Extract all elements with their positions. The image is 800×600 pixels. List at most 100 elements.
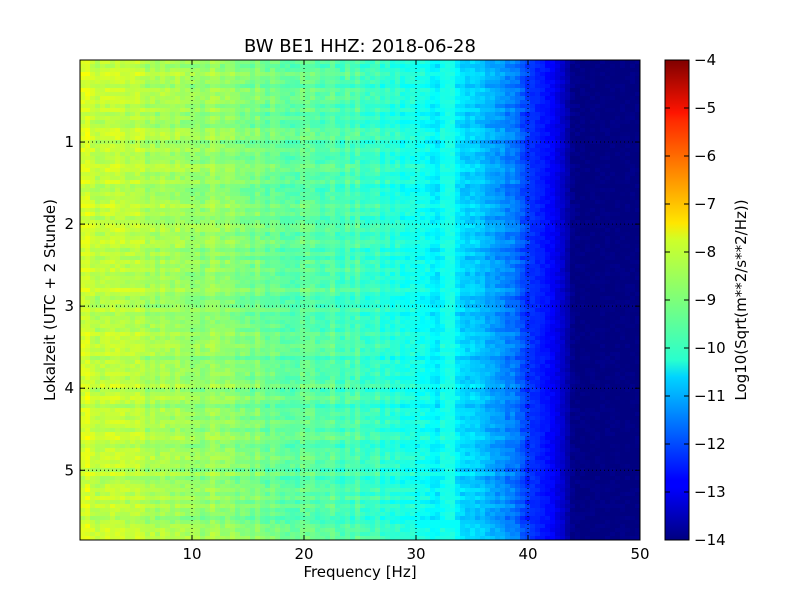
heatmap-cell bbox=[520, 176, 526, 181]
heatmap-cell bbox=[440, 132, 446, 137]
heatmap-cell bbox=[255, 168, 261, 173]
heatmap-cell bbox=[570, 108, 576, 113]
heatmap-cell bbox=[565, 144, 571, 149]
heatmap-cell bbox=[285, 156, 291, 161]
heatmap-cell bbox=[300, 88, 306, 93]
heatmap-cell bbox=[565, 200, 571, 205]
heatmap-cell bbox=[245, 88, 251, 93]
heatmap-cell bbox=[615, 60, 621, 65]
heatmap-cell bbox=[80, 164, 86, 169]
heatmap-cell bbox=[315, 164, 321, 169]
heatmap-cell bbox=[335, 212, 341, 217]
heatmap-cell bbox=[605, 136, 611, 141]
heatmap-cell bbox=[445, 108, 451, 113]
heatmap-cell bbox=[295, 132, 301, 137]
heatmap-cell bbox=[365, 100, 371, 105]
heatmap-cell bbox=[270, 136, 276, 141]
heatmap-cell bbox=[475, 108, 481, 113]
heatmap-cell bbox=[445, 112, 451, 117]
heatmap-cell bbox=[260, 132, 266, 137]
heatmap-cell bbox=[525, 84, 531, 89]
heatmap-cell bbox=[435, 120, 441, 125]
heatmap-cell bbox=[145, 168, 151, 173]
heatmap-cell bbox=[480, 132, 486, 137]
heatmap-cell bbox=[370, 88, 376, 93]
heatmap-cell bbox=[410, 164, 416, 169]
heatmap-cell bbox=[380, 120, 386, 125]
heatmap-cell bbox=[185, 100, 191, 105]
heatmap-cell bbox=[195, 236, 201, 241]
heatmap-cell bbox=[195, 144, 201, 149]
heatmap-cell bbox=[350, 84, 356, 89]
heatmap-cell bbox=[310, 100, 316, 105]
heatmap-cell bbox=[145, 128, 151, 133]
heatmap-cell bbox=[435, 224, 441, 229]
heatmap-cell bbox=[280, 128, 286, 133]
heatmap-cell bbox=[220, 76, 226, 81]
heatmap-cell bbox=[125, 72, 131, 77]
heatmap-cell bbox=[630, 100, 636, 105]
heatmap-cell bbox=[535, 60, 541, 65]
heatmap-cell bbox=[430, 156, 436, 161]
heatmap-cell bbox=[610, 72, 616, 77]
heatmap-cell bbox=[625, 120, 631, 125]
heatmap-cell bbox=[180, 176, 186, 181]
heatmap-cell bbox=[260, 68, 266, 73]
heatmap-cell bbox=[605, 132, 611, 137]
heatmap-cell bbox=[410, 92, 416, 97]
heatmap-cell bbox=[285, 196, 291, 201]
heatmap-cell bbox=[565, 212, 571, 217]
heatmap-cell bbox=[215, 184, 221, 189]
heatmap-cell bbox=[615, 172, 621, 177]
heatmap-cell bbox=[215, 80, 221, 85]
heatmap-cell bbox=[310, 124, 316, 129]
heatmap-cell bbox=[105, 168, 111, 173]
heatmap-cell bbox=[405, 72, 411, 77]
heatmap-cell bbox=[305, 80, 311, 85]
heatmap-cell bbox=[345, 156, 351, 161]
heatmap-cell bbox=[605, 60, 611, 65]
heatmap-cell bbox=[95, 76, 101, 81]
heatmap-cell bbox=[200, 96, 206, 101]
heatmap-cell bbox=[395, 120, 401, 125]
heatmap-cell bbox=[475, 228, 481, 233]
heatmap-cell bbox=[230, 228, 236, 233]
heatmap-cell bbox=[555, 128, 561, 133]
heatmap-cell bbox=[480, 100, 486, 105]
heatmap-cell bbox=[490, 84, 496, 89]
heatmap-cell bbox=[325, 100, 331, 105]
heatmap-cell bbox=[105, 120, 111, 125]
heatmap-cell bbox=[465, 100, 471, 105]
heatmap-cell bbox=[355, 104, 361, 109]
heatmap-cell bbox=[455, 232, 461, 237]
heatmap-cell bbox=[460, 228, 466, 233]
heatmap-cell bbox=[590, 120, 596, 125]
heatmap-cell bbox=[400, 196, 406, 201]
heatmap-cell bbox=[240, 140, 246, 145]
heatmap-cell bbox=[465, 160, 471, 165]
heatmap-cell bbox=[90, 180, 96, 185]
heatmap-cell bbox=[275, 152, 281, 157]
heatmap-cell bbox=[465, 132, 471, 137]
heatmap-cell bbox=[100, 224, 106, 229]
heatmap-cell bbox=[410, 88, 416, 93]
heatmap-cell bbox=[585, 136, 591, 141]
heatmap-cell bbox=[570, 88, 576, 93]
heatmap-cell bbox=[135, 72, 141, 77]
heatmap-cell bbox=[285, 164, 291, 169]
heatmap-cell bbox=[555, 164, 561, 169]
heatmap-cell bbox=[515, 156, 521, 161]
heatmap-cell bbox=[140, 124, 146, 129]
heatmap-cell bbox=[370, 160, 376, 165]
heatmap-cell bbox=[435, 88, 441, 93]
heatmap-cell bbox=[325, 116, 331, 121]
heatmap-cell bbox=[100, 80, 106, 85]
heatmap-cell bbox=[170, 172, 176, 177]
heatmap-cell bbox=[575, 172, 581, 177]
heatmap-cell bbox=[310, 224, 316, 229]
heatmap-cell bbox=[100, 216, 106, 221]
heatmap-cell bbox=[455, 172, 461, 177]
heatmap-cell bbox=[180, 120, 186, 125]
heatmap-cell bbox=[235, 176, 241, 181]
heatmap-cell bbox=[395, 100, 401, 105]
